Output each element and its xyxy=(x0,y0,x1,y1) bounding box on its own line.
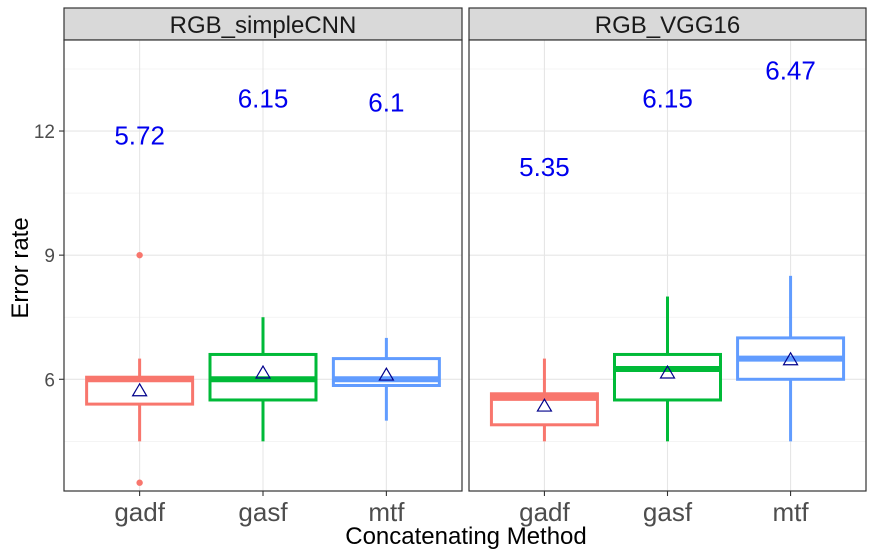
box-gasf: 6.15 xyxy=(208,83,318,442)
mean-marker xyxy=(536,397,553,412)
x-axis: gadf gasf mtf gadf gasf mtf xyxy=(114,491,809,527)
strip-title: RGB_simpleCNN xyxy=(170,12,357,39)
mean-label: 6.1 xyxy=(368,88,404,118)
box-mtf: 6.1 xyxy=(331,88,441,421)
strip-title: RGB_VGG16 xyxy=(595,12,740,39)
x-tick-label: gasf xyxy=(238,497,288,527)
panel-rgb-vgg16: RGB_VGG16 5.35 6.15 6.47 xyxy=(468,7,867,492)
mean-label: 5.72 xyxy=(114,120,165,150)
panel-rgb-simplecnn: RGB_simpleCNN 5.72 6.15 6.1 xyxy=(63,7,463,492)
mean-marker xyxy=(254,364,272,379)
mean-marker xyxy=(378,366,395,381)
outlier-point xyxy=(136,479,143,486)
x-axis-title: Concatenating Method xyxy=(345,523,587,550)
box-mtf: 6.47 xyxy=(736,56,846,442)
y-axis-title: Error rate xyxy=(7,217,34,318)
panels-layer: RGB_simpleCNN 5.72 6.15 6.1 RGB_VGG16 5.35 6.1… xyxy=(63,7,867,492)
box-gasf: 6.15 xyxy=(613,83,722,442)
x-tick-label: mtf xyxy=(368,497,405,527)
box-gadf: 5.35 xyxy=(489,152,599,442)
mean-label: 5.35 xyxy=(519,152,570,182)
y-tick-label: 9 xyxy=(44,246,55,267)
outlier-point xyxy=(136,251,143,259)
x-tick-label: mtf xyxy=(773,497,810,527)
box-body xyxy=(613,352,722,402)
strip-background xyxy=(63,7,463,41)
mean-label: 6.47 xyxy=(765,56,816,86)
mean-label: 6.15 xyxy=(642,83,693,113)
x-tick-label: gadf xyxy=(114,497,165,527)
mean-marker xyxy=(659,364,676,379)
mean-marker xyxy=(782,351,799,366)
mean-marker xyxy=(131,382,148,397)
y-tick-label: 12 xyxy=(34,122,55,143)
x-tick-label: gasf xyxy=(643,497,693,527)
y-axis: 6 9 12 xyxy=(34,122,64,391)
x-tick-label: gadf xyxy=(519,497,570,527)
mean-label: 6.15 xyxy=(238,83,289,113)
box-gadf: 5.72 xyxy=(85,120,195,486)
y-tick-label: 6 xyxy=(44,370,55,391)
